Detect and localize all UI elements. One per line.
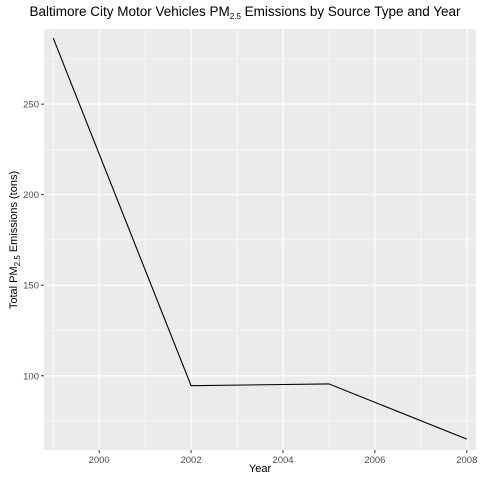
x-tick-label: 2004 — [272, 455, 293, 466]
x-tick-label: 2000 — [89, 455, 110, 466]
emissions-line — [52, 37, 468, 440]
y-tick-label: 200 — [23, 190, 39, 201]
panel-background — [44, 29, 476, 450]
x-axis-title: Year — [249, 463, 272, 475]
grid-lines — [44, 29, 476, 450]
y-tick-label: 100 — [23, 371, 39, 382]
x-tick-label: 2008 — [456, 455, 477, 466]
x-tick-label: 2006 — [364, 455, 385, 466]
data-series — [52, 37, 468, 440]
y-axis-title: Total PM2.5 Emissions (tons) — [8, 171, 22, 309]
axis-ticks: 2000 2002 2004 2006 2008 100 150 200 250 — [23, 100, 477, 466]
y-tick-label: 250 — [23, 100, 39, 111]
x-tick-label: 2002 — [180, 455, 201, 466]
chart-title: Baltimore City Motor Vehicles PM2.5 Emis… — [29, 4, 461, 21]
y-tick-label: 150 — [23, 281, 39, 292]
